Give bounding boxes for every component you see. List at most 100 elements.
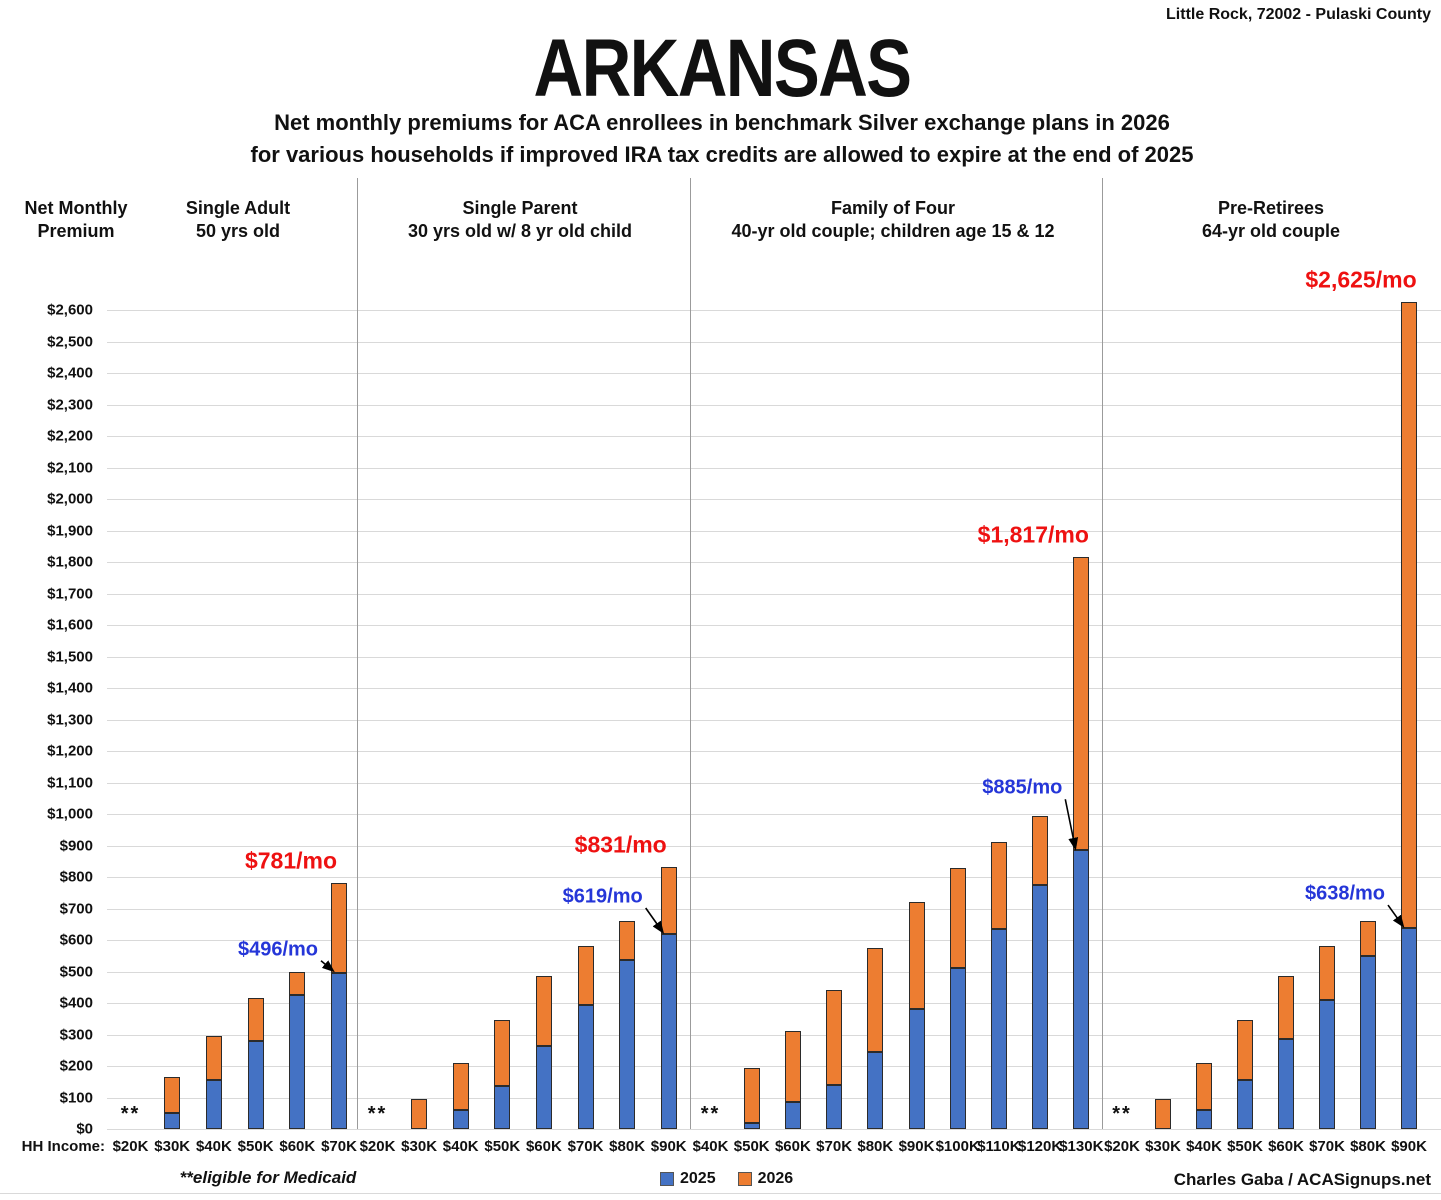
legend-swatch-2026 <box>737 1172 752 1186</box>
y-axis-title: Net Monthly Premium <box>25 197 128 243</box>
gridline <box>107 656 1441 658</box>
y-tick-label: $100 <box>59 1089 93 1106</box>
bar-2025 <box>1073 850 1090 1129</box>
bar-2025 <box>577 1004 594 1129</box>
bar-2025 <box>949 968 966 1129</box>
y-tick-label: $300 <box>59 1026 93 1043</box>
gridline <box>107 940 1441 941</box>
bar-2025 <box>535 1045 552 1129</box>
income-label: $90K <box>898 1138 935 1155</box>
bar-2025 <box>205 1080 222 1129</box>
income-label: $30K <box>401 1138 438 1155</box>
gridline <box>107 404 1441 406</box>
bar-2026 <box>660 867 677 934</box>
income-label: $50K <box>484 1138 521 1155</box>
legend-item-2025: 2025 <box>660 1170 716 1188</box>
bar-2026 <box>990 842 1007 929</box>
income-label: $60K <box>279 1138 316 1155</box>
gridline <box>107 373 1441 374</box>
y-tick-label: $700 <box>59 900 93 917</box>
income-label: $70K <box>321 1138 357 1155</box>
y-axis-title-line2: Premium <box>37 221 115 241</box>
bottom-divider <box>0 1193 1441 1194</box>
gridline <box>107 814 1441 815</box>
gridline <box>107 341 1441 343</box>
income-label: $100K <box>935 1138 980 1155</box>
gridline <box>107 530 1441 532</box>
callout-2025: $496/mo <box>237 938 319 961</box>
bar-2025 <box>1319 999 1335 1129</box>
bar-2026 <box>411 1099 428 1129</box>
gridline <box>107 1003 1441 1004</box>
chart-subtitle-line2: for various households if improved IRA t… <box>250 142 1194 167</box>
bar-2025 <box>867 1051 884 1129</box>
gridline <box>107 1066 1441 1067</box>
callout-2025: $619/mo <box>562 885 643 908</box>
income-label: $80K <box>857 1138 894 1155</box>
group-header-line: Single Parent <box>462 198 578 218</box>
bar-2026 <box>949 867 966 969</box>
bar-2025 <box>164 1113 181 1129</box>
bar-2025 <box>1032 884 1049 1129</box>
bar-2025 <box>247 1040 264 1129</box>
bar-2026 <box>164 1077 181 1114</box>
y-tick-label: $600 <box>59 931 93 949</box>
gridline <box>107 971 1441 973</box>
gridline <box>107 688 1441 689</box>
income-label: $110K <box>977 1138 1021 1155</box>
group-divider <box>690 178 691 1129</box>
bar-2026 <box>743 1067 760 1123</box>
income-label: $60K <box>774 1138 811 1155</box>
bar-2026 <box>331 882 347 973</box>
income-label: $30K <box>154 1138 191 1155</box>
callout-2025: $638/mo <box>1304 882 1386 905</box>
bar-2026 <box>1155 1099 1171 1129</box>
bar-2025 <box>990 928 1007 1129</box>
group-header-pre-retirees: Pre-Retirees 64-yr old couple <box>1202 197 1340 243</box>
callout-2025: $885/mo <box>982 776 1063 799</box>
bar-2026 <box>535 975 552 1046</box>
medicaid-marker: ** <box>1112 1103 1132 1125</box>
legend-item-2026: 2026 <box>737 1170 793 1188</box>
attribution: Charles Gaba / ACASignups.net <box>1173 1170 1431 1189</box>
bar-2026 <box>826 990 843 1085</box>
y-tick-label: $1,300 <box>47 711 93 728</box>
group-header-line: Single Adult <box>185 198 291 218</box>
y-tick-label: $1,100 <box>47 774 93 791</box>
group-header-line: Pre-Retirees <box>1217 198 1325 218</box>
chart-title: ARKANSAS <box>533 23 913 114</box>
callout-2026: $2,625/mo <box>1305 266 1417 293</box>
gridline <box>107 908 1441 910</box>
income-label: $40K <box>1186 1138 1222 1155</box>
gridline <box>107 436 1441 437</box>
income-label: $70K <box>567 1138 604 1155</box>
bar-2025 <box>1401 928 1417 1129</box>
gridline <box>107 1097 1441 1099</box>
group-header-single-parent: Single Parent 30 yrs old w/ 8 yr old chi… <box>408 197 632 243</box>
y-tick-label: $1,200 <box>47 742 93 760</box>
y-tick-label: $2,100 <box>47 459 93 476</box>
y-tick-label: $900 <box>59 837 93 854</box>
bar-2026 <box>1360 921 1376 956</box>
income-label: $50K <box>237 1138 274 1155</box>
bar-2025 <box>826 1084 843 1129</box>
group-header-line: 40-yr old couple; children age 15 & 12 <box>731 221 1055 241</box>
income-label: $40K <box>195 1138 232 1155</box>
group-header-line: 50 yrs old <box>195 221 281 241</box>
bar-2025 <box>908 1009 925 1129</box>
income-label: $90K <box>1391 1138 1427 1155</box>
bar-2026 <box>1278 975 1294 1040</box>
income-label: $80K <box>1350 1138 1386 1155</box>
callout-2026: $1,817/mo <box>977 521 1089 548</box>
bar-2025 <box>660 934 677 1129</box>
bar-2025 <box>494 1086 511 1129</box>
income-label: $30K <box>1145 1138 1181 1155</box>
gridline <box>107 593 1441 595</box>
gridline <box>107 1034 1441 1036</box>
bar-2025 <box>289 995 306 1129</box>
x-axis-title: HH Income: <box>21 1138 105 1155</box>
y-tick-label: $2,200 <box>47 427 93 445</box>
y-tick-label: $1,700 <box>47 585 93 602</box>
gridline <box>107 1129 1441 1130</box>
